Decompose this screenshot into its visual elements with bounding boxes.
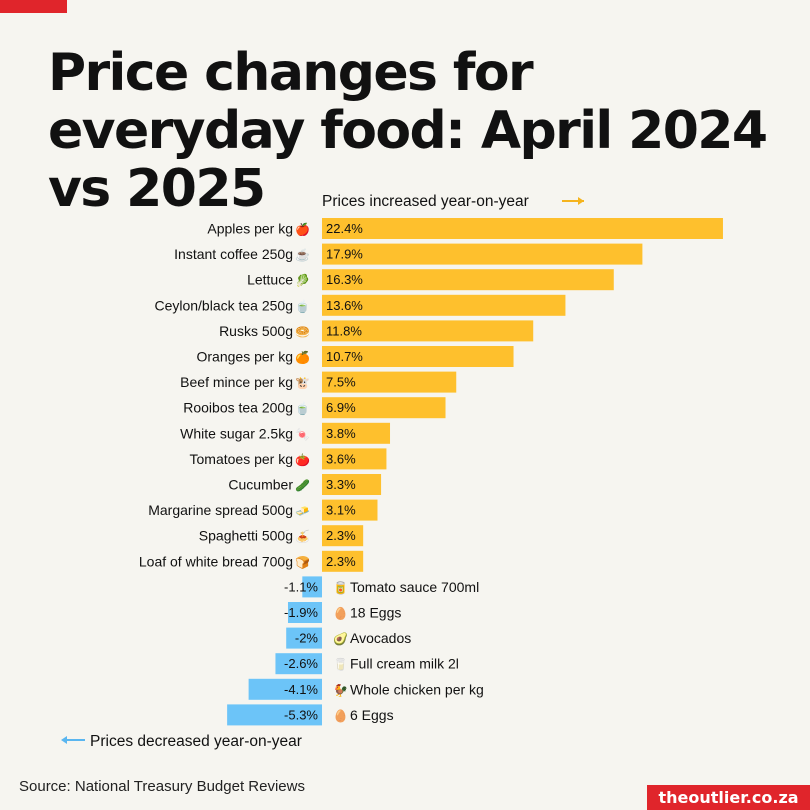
value-label: 13.6%	[326, 298, 363, 313]
brand-badge[interactable]: theoutlier.co.za	[647, 785, 810, 810]
food-icon: 🐓	[333, 683, 348, 697]
food-icon: 🍊	[295, 351, 311, 365]
category-label: Oranges per kg	[197, 349, 294, 365]
value-label: 7.5%	[326, 375, 356, 390]
category-label: Tomato sauce 700ml	[350, 579, 479, 595]
bar-8	[322, 422, 391, 444]
food-icon: 🥚	[333, 709, 348, 723]
food-icon: 🐮	[295, 376, 310, 390]
category-label: 6 Eggs	[350, 707, 394, 723]
source-note: Source: National Treasury Budget Reviews	[19, 778, 305, 795]
category-label: Avocados	[350, 630, 411, 646]
increase-annotation: Prices increased year-on-year	[322, 193, 529, 210]
bar-3	[322, 294, 566, 316]
food-icon: 🥛	[333, 658, 348, 672]
food-icon: 🧈	[295, 504, 310, 518]
value-label: 22.4%	[326, 221, 363, 236]
category-label: Tomatoes per kg	[190, 451, 294, 467]
bar-6	[322, 371, 457, 393]
value-label: -2.6%	[284, 656, 318, 671]
bar-14	[302, 576, 322, 598]
decrease-arrow-icon	[61, 736, 67, 744]
category-label: 18 Eggs	[350, 605, 401, 621]
value-label: 2.3%	[326, 528, 356, 543]
category-label: Ceylon/black tea 250g	[154, 297, 293, 313]
bar-19	[227, 704, 322, 726]
value-label: -1.9%	[284, 605, 318, 620]
category-label: Margarine spread 500g	[148, 502, 293, 518]
category-label: Whole chicken per kg	[350, 681, 484, 697]
value-label: 16.3%	[326, 272, 363, 287]
bar-12	[322, 525, 364, 547]
food-icon: 🍞	[295, 555, 310, 569]
bar-4	[322, 320, 534, 342]
food-icon: 🥬	[295, 274, 310, 288]
top-accent-bar	[0, 0, 67, 13]
bar-18	[248, 678, 322, 700]
value-label: 11.8%	[326, 323, 362, 338]
food-icon: 🥫	[333, 581, 348, 595]
bar-17	[275, 653, 322, 675]
food-icon: 🍬	[295, 427, 310, 441]
category-label: Cucumber	[228, 477, 293, 493]
value-label: 6.9%	[326, 400, 356, 415]
bar-9	[322, 448, 387, 470]
food-icon: 🍵	[295, 401, 310, 416]
value-label: 17.9%	[326, 247, 363, 262]
food-icon: 🥯	[295, 325, 310, 339]
category-label: Apples per kg	[207, 221, 293, 237]
category-label: Lettuce	[247, 272, 293, 288]
value-label: 3.3%	[326, 477, 356, 492]
category-label: Spaghetti 500g	[199, 528, 293, 544]
page-title: Price changes for everyday food: April 2…	[48, 43, 768, 219]
food-icon: 🍅	[295, 453, 310, 467]
bar-1	[322, 243, 643, 265]
value-label: 3.8%	[326, 426, 356, 441]
value-label: -2%	[295, 631, 319, 646]
food-icon: 🍝	[295, 530, 310, 544]
category-label: Loaf of white bread 700g	[139, 553, 293, 569]
bar-15	[287, 602, 322, 623]
category-label: Rusks 500g	[219, 323, 293, 339]
value-label: -1.1%	[284, 579, 318, 594]
value-label: -4.1%	[284, 682, 318, 697]
bar-13	[322, 550, 364, 572]
bar-7	[322, 397, 446, 419]
bar-10	[322, 474, 382, 495]
category-label: Rooibos tea 200g	[183, 400, 293, 416]
category-label: Beef mince per kg	[180, 374, 293, 390]
bar-0	[322, 218, 723, 239]
bar-2	[322, 269, 614, 291]
food-icon: 🥑	[333, 631, 348, 646]
value-label: 10.7%	[326, 349, 363, 364]
category-label: Full cream milk 2l	[350, 656, 459, 672]
value-label: 3.6%	[326, 451, 356, 466]
bar-16	[286, 627, 322, 649]
increase-arrow-icon	[578, 197, 584, 205]
category-label: Instant coffee 250g	[174, 246, 293, 262]
bar-5	[322, 346, 514, 367]
value-label: 2.3%	[326, 554, 356, 569]
value-label: -5.3%	[284, 707, 318, 722]
value-label: 3.1%	[326, 503, 356, 518]
decrease-annotation: Prices decreased year-on-year	[90, 733, 302, 750]
category-label: White sugar 2.5kg	[180, 425, 293, 441]
food-icon: ☕	[295, 247, 310, 262]
food-icon: 🥚	[333, 607, 348, 621]
bar-11	[322, 499, 378, 521]
food-icon: 🥒	[295, 479, 310, 493]
food-icon: 🍎	[295, 222, 310, 237]
food-icon: 🍵	[295, 298, 310, 313]
